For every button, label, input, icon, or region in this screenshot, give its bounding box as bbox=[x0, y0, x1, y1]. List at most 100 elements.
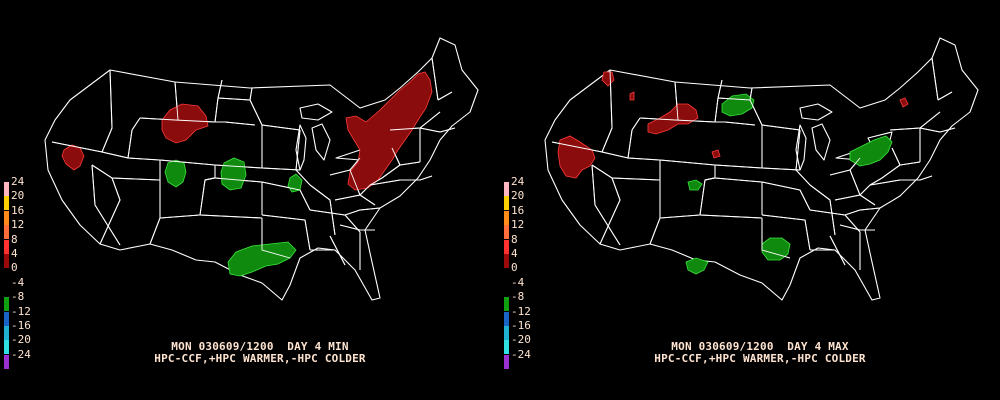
state-boundary-line bbox=[724, 121, 756, 126]
state-boundary-line bbox=[591, 164, 621, 245]
anomaly-region-warmer-northern-california bbox=[557, 135, 596, 179]
great-lake-outline bbox=[295, 124, 307, 171]
state-boundary-line bbox=[339, 224, 375, 231]
state-boundary-line bbox=[127, 157, 161, 180]
legend-row: 24 bbox=[0, 176, 60, 196]
legend-tick-label: -12 bbox=[511, 304, 531, 318]
anomaly-region-warmer-northern-california-nevada bbox=[61, 144, 85, 171]
state-boundary-line bbox=[849, 157, 861, 171]
legend-row: -4 bbox=[500, 276, 560, 297]
legend-row: -16 bbox=[500, 320, 560, 340]
state-boundary-line bbox=[431, 57, 439, 101]
state-boundary-line bbox=[639, 117, 725, 123]
legend-swatch bbox=[4, 225, 9, 240]
state-boundary-line bbox=[261, 214, 311, 251]
anomaly-region-warmer-north-dakota bbox=[711, 149, 721, 159]
state-boundary-line bbox=[249, 99, 263, 168]
state-boundary-line bbox=[261, 181, 311, 211]
state-boundary-line bbox=[834, 194, 876, 206]
state-boundary-line bbox=[931, 57, 939, 101]
legend-row: 20 bbox=[0, 190, 60, 211]
caption-key-line: HPC-CCF,+HPC WARMER,-HPC COLDER bbox=[654, 352, 866, 365]
legend-swatch bbox=[504, 182, 509, 196]
anomaly-region-colder-10 bbox=[685, 257, 709, 275]
state-boundary-line bbox=[91, 164, 121, 246]
state-boundaries-overlay bbox=[51, 57, 456, 270]
legend-row: 12 bbox=[0, 219, 60, 240]
legend-tick-label: -4 bbox=[11, 275, 25, 289]
anomaly-region-colder-west-texas bbox=[687, 179, 703, 191]
legend-row: 4 bbox=[0, 248, 60, 268]
state-boundary-line bbox=[551, 69, 613, 153]
color-scale-legend: 24 20 16 12 8 4 0 -4 -8 -12 -16 -20 -24 bbox=[500, 176, 560, 382]
legend-tick-label: 24 bbox=[11, 175, 25, 188]
color-scale-legend: 24 20 16 12 8 4 0 -4 -8 -12 -16 -20 -24 bbox=[0, 176, 60, 382]
state-boundary-line bbox=[749, 99, 763, 168]
legend-swatch bbox=[4, 326, 9, 340]
state-boundary-line bbox=[309, 209, 361, 233]
state-boundary-line bbox=[591, 164, 621, 246]
legend-swatch bbox=[504, 254, 509, 268]
us-map bbox=[44, 37, 479, 301]
state-boundary-line bbox=[199, 214, 263, 219]
state-boundary-line bbox=[844, 207, 881, 216]
great-lake-outline bbox=[811, 123, 831, 161]
state-boundary-line bbox=[889, 111, 941, 131]
state-boundary-line bbox=[91, 164, 121, 245]
state-boundary-line bbox=[699, 214, 763, 219]
anomaly-contours bbox=[61, 71, 433, 277]
caption-date-line: MON 030609/1200 DAY 4 MAX bbox=[671, 340, 849, 353]
anomaly-region-colder-colorado bbox=[164, 159, 187, 188]
legend-tick-label: 20 bbox=[511, 189, 525, 203]
great-lake-outline bbox=[299, 103, 333, 121]
legend-swatch bbox=[4, 282, 9, 297]
state-boundary-line bbox=[400, 175, 433, 181]
state-boundary-line bbox=[627, 157, 661, 180]
state-boundary-line bbox=[214, 87, 253, 123]
anomaly-region-colder-9 bbox=[761, 237, 791, 261]
legend-swatch bbox=[504, 297, 509, 312]
state-boundary-line bbox=[261, 218, 291, 259]
legend-row: -16 bbox=[0, 320, 60, 340]
legend-tick-label: -20 bbox=[11, 333, 31, 347]
state-boundary-line bbox=[809, 184, 836, 236]
state-boundary-line bbox=[627, 157, 661, 180]
legend-tick-label: -12 bbox=[11, 304, 31, 318]
state-boundary-line bbox=[674, 81, 679, 121]
state-boundary-line bbox=[714, 164, 763, 169]
great-lake-outline bbox=[311, 123, 331, 161]
state-boundary-line bbox=[217, 79, 223, 99]
state-boundary-line bbox=[51, 69, 113, 153]
legend-row: 16 bbox=[500, 204, 560, 225]
anomaly-region-warmer-montana-wyoming bbox=[161, 103, 209, 144]
legend-tick-label: 20 bbox=[11, 189, 25, 203]
legend-tick-label: 4 bbox=[511, 247, 518, 260]
anomaly-region-warmer-washington-idaho bbox=[601, 71, 615, 87]
legend-tick-label: -20 bbox=[511, 333, 531, 347]
state-boundary-line bbox=[829, 235, 846, 266]
legend-row: 16 bbox=[0, 204, 60, 225]
legend-row: -20 bbox=[500, 334, 560, 355]
state-boundary-line bbox=[659, 159, 716, 181]
legend-row: -12 bbox=[500, 305, 560, 326]
state-boundary-line bbox=[714, 177, 763, 215]
legend-row: -8 bbox=[500, 291, 560, 312]
caption-date-line: MON 030609/1200 DAY 4 MIN bbox=[171, 340, 349, 353]
legend-row: -4 bbox=[0, 276, 60, 297]
anomaly-region-colder-colorado bbox=[721, 93, 755, 117]
state-boundary-line bbox=[869, 161, 921, 186]
state-boundary-line bbox=[91, 164, 121, 246]
state-boundary-line bbox=[591, 164, 621, 245]
state-boundary-line bbox=[761, 167, 801, 171]
state-boundary-line bbox=[591, 164, 621, 246]
legend-row: 8 bbox=[500, 233, 560, 254]
state-boundary-line bbox=[937, 91, 953, 101]
anomaly-region-warmer-ohio-valley-northeast bbox=[345, 71, 433, 191]
legend-swatch bbox=[4, 210, 9, 225]
legend-swatch bbox=[4, 311, 9, 326]
legend-swatch bbox=[4, 239, 9, 254]
legend-tick-label: -4 bbox=[511, 275, 525, 289]
legend-row: 12 bbox=[500, 219, 560, 240]
state-boundary-line bbox=[919, 127, 956, 133]
anomaly-region-warmer-new-york bbox=[629, 91, 635, 101]
